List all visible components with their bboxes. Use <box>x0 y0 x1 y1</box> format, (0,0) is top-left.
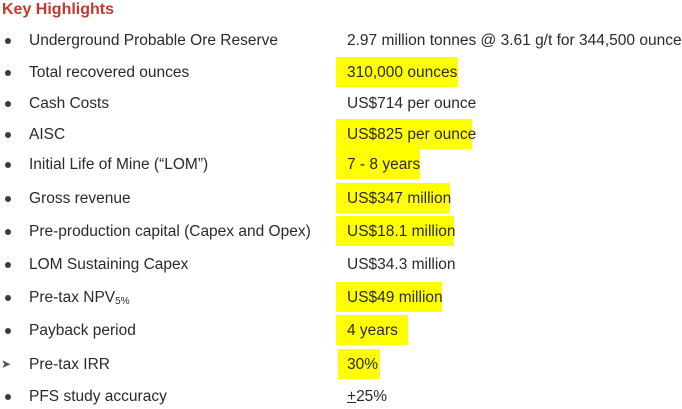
bullet-icon <box>5 229 11 235</box>
bullet-icon <box>5 394 11 400</box>
bullet-icon <box>5 38 11 44</box>
item-label: Gross revenue <box>29 190 131 207</box>
highlight-marker <box>336 183 450 213</box>
highlight-marker <box>336 149 420 179</box>
item-label: LOM Sustaining Capex <box>29 256 189 273</box>
highlight-marker <box>336 119 472 149</box>
item-value: +25% <box>347 388 388 405</box>
item-label: Pre-tax NPV5% <box>29 289 130 307</box>
list-item: AISC US$825 per ounce <box>0 119 682 149</box>
item-label: Payback period <box>29 322 136 339</box>
list-item: Total recovered ounces 310,000 ounces <box>0 57 682 87</box>
list-item: Pre-tax NPV5% US$49 million <box>0 282 682 312</box>
item-value: 310,000 ounces <box>347 64 458 81</box>
list-item: Pre-production capital (Capex and Opex) … <box>0 216 682 246</box>
arrow-icon: ➤ <box>1 357 12 371</box>
highlight-marker <box>338 349 380 379</box>
bullet-icon <box>5 196 11 202</box>
bullet-icon <box>5 101 11 107</box>
list-item: ➤ Pre-tax IRR 30% <box>0 349 682 379</box>
item-value: 7 - 8 years <box>347 156 421 173</box>
highlight-marker <box>336 282 442 312</box>
highlight-marker <box>336 315 408 345</box>
list-item: Initial Life of Mine (“LOM”) 7 - 8 years <box>0 149 682 179</box>
list-item: Payback period 4 years <box>0 315 682 345</box>
item-value: US$825 per ounce <box>347 126 477 143</box>
item-label: PFS study accuracy <box>29 388 167 405</box>
bullet-icon <box>5 262 11 268</box>
item-value: US$34.3 million <box>347 256 456 273</box>
item-value: US$714 per ounce <box>347 95 477 112</box>
bullet-icon <box>5 295 11 301</box>
list-item: LOM Sustaining Capex US$34.3 million <box>0 253 682 277</box>
highlight-marker <box>336 57 458 87</box>
item-label: Total recovered ounces <box>29 64 190 81</box>
item-label: Cash Costs <box>29 95 110 112</box>
list-item: PFS study accuracy +25% <box>0 385 682 409</box>
bullet-icon <box>5 162 11 168</box>
item-value: 4 years <box>347 322 398 339</box>
item-label: Pre-tax IRR <box>29 356 110 373</box>
bullet-icon <box>5 328 11 334</box>
item-value: 2.97 million tonnes @ 3.61 g/t for 344,5… <box>347 32 682 49</box>
section-title: Key Highlights <box>2 1 115 18</box>
bullet-icon <box>5 70 11 76</box>
item-value: US$347 million <box>347 190 452 207</box>
item-label: Pre-production capital (Capex and Opex) <box>29 223 311 240</box>
list-item: Gross revenue US$347 million <box>0 183 682 213</box>
item-value: 30% <box>347 356 379 373</box>
item-value: US$49 million <box>347 289 443 306</box>
list-item: Underground Probable Ore Reserve 2.97 mi… <box>0 29 682 53</box>
item-label: Underground Probable Ore Reserve <box>29 32 278 49</box>
highlight-marker <box>336 216 454 246</box>
item-label: AISC <box>29 126 66 143</box>
list-item: Cash Costs US$714 per ounce <box>0 92 682 116</box>
item-value: US$18.1 million <box>347 223 456 240</box>
bullet-icon <box>5 132 11 138</box>
item-label: Initial Life of Mine (“LOM”) <box>29 156 209 173</box>
